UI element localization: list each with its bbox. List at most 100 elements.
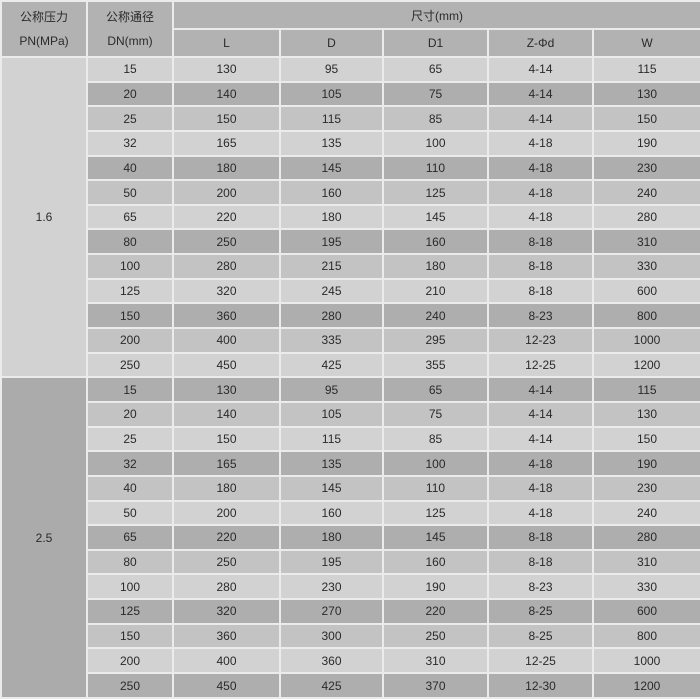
- table-row: 200 400 360 310 12-25 1000: [1, 647, 700, 675]
- diameter-label-en: DN(mm): [107, 34, 153, 48]
- table-row: 50 200 160 125 4-18 240: [1, 499, 700, 527]
- column-header-pressure: 公称压力 PN(MPa): [0, 0, 88, 58]
- table-row: 25 150 115 85 4-14 150: [1, 425, 700, 453]
- dimension-cell: 135: [279, 129, 384, 157]
- dimension-cell: 12-25: [487, 647, 594, 675]
- dimension-cell: 160: [382, 548, 489, 576]
- dimension-cell: 220: [172, 524, 281, 551]
- table-row: 20 140 105 75 4-14 130: [1, 80, 700, 108]
- dimension-cell: 12-23: [487, 327, 594, 354]
- dimension-cell: 150: [172, 105, 281, 132]
- dimension-cell: 8-25: [487, 622, 594, 650]
- dimension-cell: 75: [382, 400, 489, 428]
- dimension-cell: 240: [591, 499, 700, 527]
- dimension-cell: 8-18: [487, 548, 594, 576]
- dimension-cell: 230: [591, 154, 700, 182]
- diameter-label-cn: 公称通径: [105, 10, 154, 24]
- dimension-cell: 190: [382, 573, 489, 601]
- dimension-cell: 280: [172, 253, 281, 280]
- dn-cell: 80: [86, 548, 174, 576]
- dimension-cell: 105: [279, 80, 384, 108]
- dimension-cell: 8-23: [487, 573, 594, 601]
- table-row: 250 450 425 370 12-30 1200: [1, 672, 700, 699]
- dimension-cell: 4-18: [487, 179, 594, 206]
- dimension-cell: 115: [279, 425, 384, 453]
- dimension-cell: 320: [172, 277, 281, 305]
- dimension-cell: 100: [382, 129, 489, 157]
- dimension-cell: 100: [382, 450, 489, 477]
- table-row: 25 150 115 85 4-14 150: [1, 105, 700, 132]
- dimension-cell: 425: [279, 351, 384, 379]
- dn-cell: 65: [86, 524, 174, 551]
- dimension-cell: 160: [382, 228, 489, 256]
- dimension-cell: 250: [382, 622, 489, 650]
- dimension-cell: 160: [279, 179, 384, 206]
- dimension-cell: 220: [172, 203, 281, 231]
- dimension-cell: 1000: [591, 327, 700, 354]
- dimension-cell: 280: [279, 302, 384, 330]
- dimension-cell: 150: [591, 425, 700, 453]
- dimension-cell: 360: [172, 622, 281, 650]
- dn-cell: 50: [86, 179, 174, 206]
- dimension-cell: 400: [172, 647, 281, 675]
- dimension-cell: 4-14: [487, 400, 594, 428]
- dimension-cell: 4-14: [487, 376, 594, 403]
- dn-cell: 100: [86, 573, 174, 601]
- dimension-cell: 110: [382, 474, 489, 502]
- dimension-cell: 145: [279, 474, 384, 502]
- dimension-cell: 115: [279, 105, 384, 132]
- dimension-cell: 125: [382, 179, 489, 206]
- dimension-cell: 145: [382, 524, 489, 551]
- table-row: 80 250 195 160 8-18 310: [1, 548, 700, 576]
- table-row: 65 220 180 145 4-18 280: [1, 203, 700, 231]
- dimension-cell: 310: [591, 228, 700, 256]
- table-row: 100 280 215 180 8-18 330: [1, 253, 700, 280]
- dimension-cell: 190: [591, 129, 700, 157]
- dimension-cell: 230: [591, 474, 700, 502]
- dn-cell: 200: [86, 647, 174, 675]
- dimension-cell: 4-18: [487, 129, 594, 157]
- table-row: 80 250 195 160 8-18 310: [1, 228, 700, 256]
- table-row: 50 200 160 125 4-18 240: [1, 179, 700, 206]
- dimension-cell: 370: [382, 672, 489, 699]
- column-header-diameter: 公称通径 DN(mm): [86, 0, 174, 58]
- column-header-size-group: 尺寸(mm): [171, 0, 700, 30]
- dimension-cell: 195: [279, 548, 384, 576]
- dimension-cell: 280: [591, 203, 700, 231]
- dn-cell: 15: [86, 376, 174, 403]
- dimension-cell: 75: [382, 80, 489, 108]
- table-row: 250 450 425 355 12-25 1200: [1, 351, 700, 379]
- table-row: 200 400 335 295 12-23 1000: [1, 327, 700, 354]
- dimension-cell: 110: [382, 154, 489, 182]
- dn-cell: 125: [86, 598, 174, 625]
- dimension-cell: 135: [279, 450, 384, 477]
- dimension-cell: 240: [591, 179, 700, 206]
- dimension-cell: 800: [591, 302, 700, 330]
- dimension-cell: 130: [172, 376, 281, 403]
- dn-cell: 15: [86, 56, 174, 83]
- dimension-cell: 600: [591, 277, 700, 305]
- dn-cell: 40: [86, 474, 174, 502]
- dn-cell: 25: [86, 425, 174, 453]
- table-row: 150 360 280 240 8-23 800: [1, 302, 700, 330]
- table-row: 125 320 245 210 8-18 600: [1, 277, 700, 305]
- dimension-cell: 1200: [591, 351, 700, 379]
- dimension-cell: 115: [591, 56, 700, 83]
- dimension-cell: 320: [172, 598, 281, 625]
- dn-cell: 25: [86, 105, 174, 132]
- dimension-cell: 4-14: [487, 80, 594, 108]
- dimension-cell: 4-14: [487, 425, 594, 453]
- table-row: 20 140 105 75 4-14 130: [1, 400, 700, 428]
- pressure-label-cn: 公称压力: [19, 10, 68, 24]
- dimension-cell: 95: [279, 56, 384, 83]
- dimension-cell: 85: [382, 105, 489, 132]
- dn-cell: 32: [86, 450, 174, 477]
- dimension-cell: 4-18: [487, 203, 594, 231]
- dimension-cell: 8-23: [487, 302, 594, 330]
- table-row: 32 165 135 100 4-18 190: [1, 450, 700, 477]
- dn-cell: 250: [86, 672, 174, 699]
- dimension-cell: 190: [591, 450, 700, 477]
- dimension-cell: 210: [382, 277, 489, 305]
- dimension-cell: 95: [279, 376, 384, 403]
